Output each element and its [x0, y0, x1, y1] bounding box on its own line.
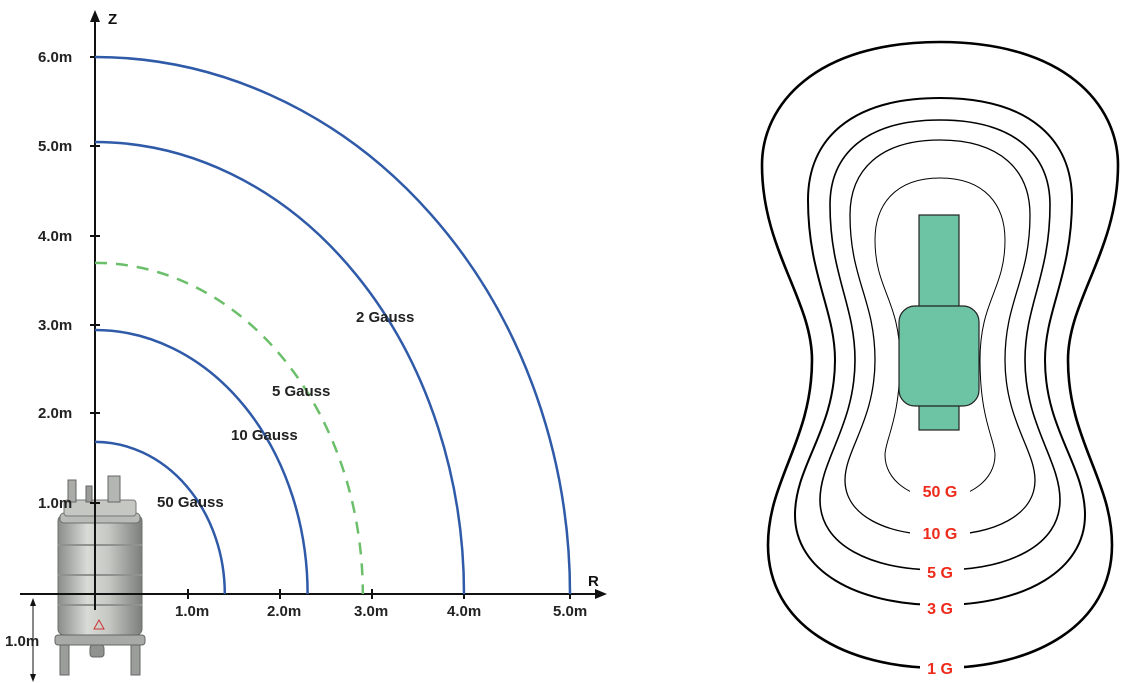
magnet-body — [898, 305, 980, 407]
field-line-2 — [94, 261, 365, 595]
r-axis-name: R — [588, 573, 599, 590]
axes: Z R 1.0m 2.0m 3.0m 4.0m 5.0m 1.0m 2.0m 3… — [5, 10, 607, 682]
gauss-label-10: 10 Gauss — [231, 427, 298, 444]
r-tick-label: 4.0m — [447, 603, 481, 620]
z-tick-label: 4.0m — [38, 228, 72, 245]
magnet-cryostat-picture — [54, 475, 146, 676]
z-axis-arrow — [90, 10, 100, 22]
r-tick-label: 1.0m — [175, 603, 209, 620]
field-labels: 50 Gauss 10 Gauss 5 Gauss 2 Gauss — [157, 309, 414, 511]
field-line-4 — [94, 55, 572, 595]
r-tick-label: 5.0m — [553, 603, 587, 620]
contour-label-1g: 1 G — [927, 661, 953, 678]
contour-label-10g: 10 G — [923, 526, 958, 543]
r-axis-arrow — [595, 589, 607, 599]
z-tick-label: 1.0m — [38, 495, 72, 512]
gauss-label-5: 5 Gauss — [272, 383, 330, 400]
fringe-field-plot: Z R 1.0m 2.0m 3.0m 4.0m 5.0m 1.0m 2.0m 3… — [5, 10, 607, 682]
z-axis-name: Z — [108, 11, 117, 28]
contour-label-5g: 5 G — [927, 565, 953, 582]
r-tick-label: 2.0m — [267, 603, 301, 620]
field-lines — [94, 55, 572, 595]
magnet-shape — [898, 214, 980, 431]
z-tick-label: 3.0m — [38, 317, 72, 334]
z-tick-label: 5.0m — [38, 138, 72, 155]
gauss-label-2: 2 Gauss — [356, 309, 414, 326]
depth-indicator: 1.0m — [5, 598, 39, 682]
z-tick-label: 2.0m — [38, 405, 72, 422]
contour-label-3g: 3 G — [927, 601, 953, 618]
field-line-1 — [94, 328, 309, 595]
field-line-0 — [94, 440, 227, 595]
depth-label: 1.0m — [5, 633, 39, 650]
contour-diagram: 50 G 10 G 5 G 3 G 1 G — [760, 40, 1120, 678]
z-tick-label: 6.0m — [38, 49, 72, 66]
gauss-label-50: 50 Gauss — [157, 494, 224, 511]
contour-labels: 50 G 10 G 5 G 3 G 1 G — [910, 480, 970, 678]
field-line-3 — [94, 140, 466, 595]
contour-label-50g: 50 G — [923, 484, 958, 501]
r-tick-label: 3.0m — [354, 603, 388, 620]
